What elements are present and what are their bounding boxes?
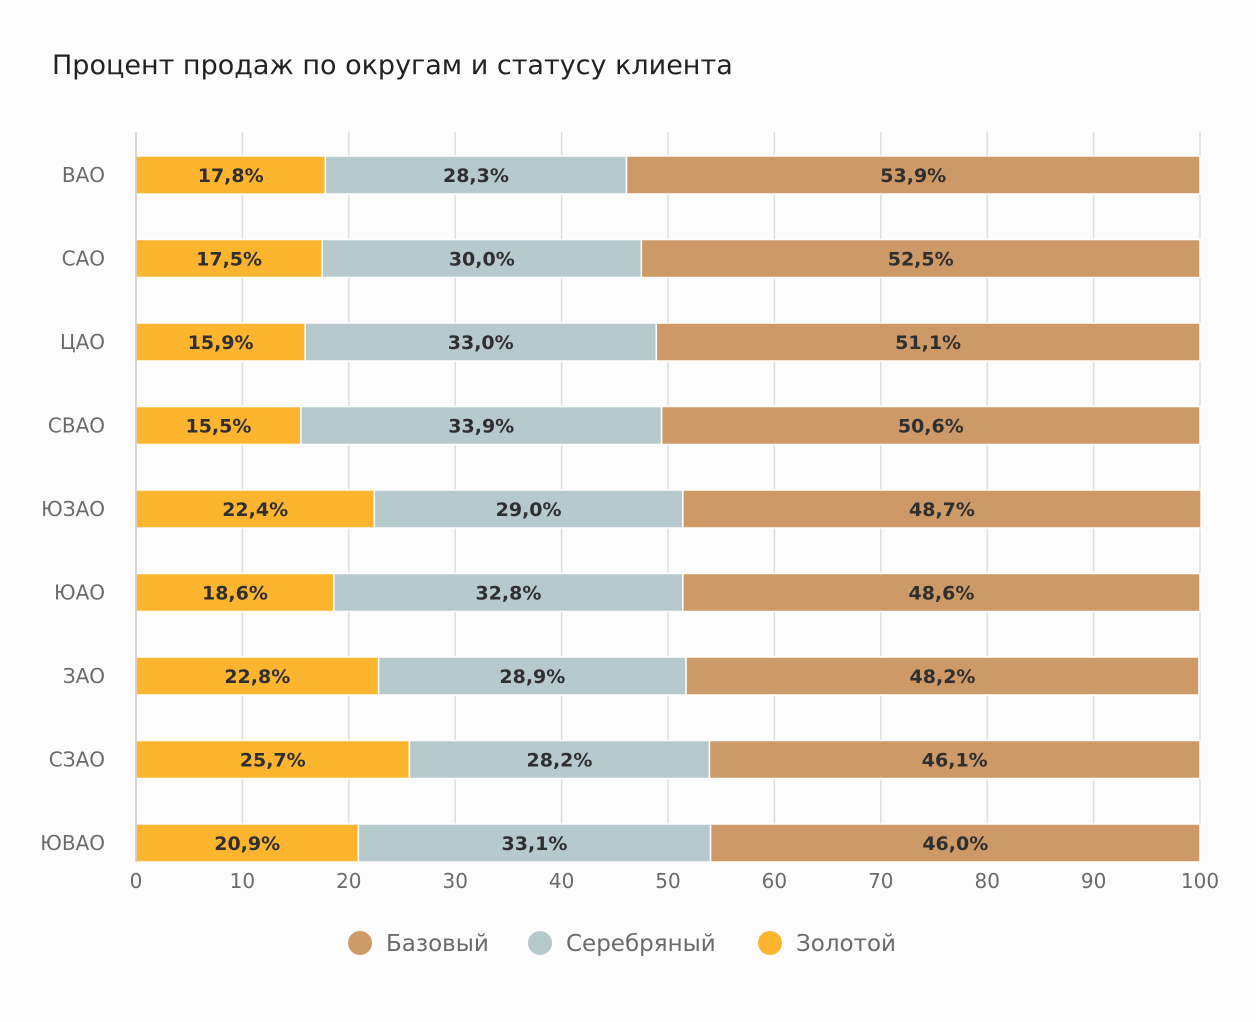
legend-swatch xyxy=(348,931,372,955)
bar-value-label: 28,9% xyxy=(499,666,565,688)
bar-segment[interactable] xyxy=(135,572,335,613)
bar-value-label: 52,5% xyxy=(888,249,954,271)
bar-value-label: 48,6% xyxy=(908,583,974,605)
bar-value-label: 28,2% xyxy=(527,750,593,772)
bar-value-label: 17,8% xyxy=(198,165,264,187)
bar-value-label: 15,5% xyxy=(185,416,251,438)
category-label: ЮВАО xyxy=(40,831,105,855)
bar-value-label: 22,4% xyxy=(222,499,288,521)
bar-segment[interactable] xyxy=(135,823,360,863)
bar-segment[interactable] xyxy=(300,405,663,446)
x-tick-label: 90 xyxy=(1081,869,1106,893)
legend-label: Серебряный xyxy=(566,931,716,957)
bar-value-label: 32,8% xyxy=(475,583,541,605)
bar-segment[interactable] xyxy=(660,405,1201,446)
x-tick-label: 50 xyxy=(655,869,680,893)
bar-segment[interactable] xyxy=(321,238,643,279)
chart-title: Процент продаж по округам и статусу клие… xyxy=(52,50,733,81)
x-tick-label: 80 xyxy=(974,869,999,893)
legend-item[interactable]: Серебряный xyxy=(528,931,716,957)
bar-value-label: 46,1% xyxy=(922,750,988,772)
bar-segment[interactable] xyxy=(135,739,411,780)
bar-value-label: 48,7% xyxy=(909,499,975,521)
category-label: ЦАО xyxy=(60,330,105,354)
legend-label: Золотой xyxy=(796,931,896,957)
bar-value-label: 33,1% xyxy=(502,833,568,855)
bar-value-label: 18,6% xyxy=(202,583,268,605)
bar-segment[interactable] xyxy=(135,656,380,696)
bar-segment[interactable] xyxy=(625,155,1201,195)
bar-value-label: 20,9% xyxy=(214,833,280,855)
axes: 0 10 20 30 40 50 60 70 80 90 100 ВАО САО ЦАО СВАО ЮЗАО Ю… xyxy=(40,132,1219,893)
bar-value-label: 51,1% xyxy=(895,332,961,354)
bar-value-label: 33,9% xyxy=(448,416,514,438)
bar-segment[interactable] xyxy=(377,656,687,696)
bar-segment[interactable] xyxy=(709,823,1201,863)
bar-segment[interactable] xyxy=(333,572,684,613)
legend-label: Базовый xyxy=(386,931,489,957)
bar-segment[interactable] xyxy=(708,739,1201,780)
bar-value-label: 29,0% xyxy=(496,499,562,521)
legend-swatch xyxy=(758,931,782,955)
bar-segment[interactable] xyxy=(357,823,712,863)
x-tick-label: 30 xyxy=(442,869,467,893)
category-label: САО xyxy=(62,247,105,271)
bar-value-label: 15,9% xyxy=(188,332,254,354)
bar-segment[interactable] xyxy=(682,489,1202,529)
legend-swatch xyxy=(528,931,552,955)
legend-item[interactable]: Базовый xyxy=(348,931,489,957)
legend-item[interactable]: Золотой xyxy=(758,931,896,957)
category-label: ЮЗАО xyxy=(41,497,105,521)
bar-segment[interactable] xyxy=(135,238,323,279)
bar-segment[interactable] xyxy=(373,489,684,529)
bar-value-label: 30,0% xyxy=(449,249,515,271)
bar-value-label: 53,9% xyxy=(880,165,946,187)
bar-value-label: 33,0% xyxy=(448,332,514,354)
bar-segment[interactable] xyxy=(135,322,306,362)
bar-segment[interactable] xyxy=(135,405,302,446)
x-tick-label: 0 xyxy=(130,869,143,893)
legend[interactable]: Базовый Серебряный Золотой xyxy=(348,931,896,957)
x-tick-label: 10 xyxy=(230,869,255,893)
bar-value-label: 46,0% xyxy=(922,833,988,855)
bar-segment[interactable] xyxy=(324,155,628,195)
x-tick-label: 20 xyxy=(336,869,361,893)
bar-segment[interactable] xyxy=(685,656,1200,696)
category-label: ЗАО xyxy=(63,664,105,688)
x-tick-label: 40 xyxy=(549,869,574,893)
bars: 17,8% 28,3% 53,9% 17,5% 30,0% 52,5% 15,9% 33,0%… xyxy=(135,155,1202,863)
category-label: ВАО xyxy=(62,163,105,187)
bar-segment[interactable] xyxy=(682,572,1201,613)
bar-value-label: 28,3% xyxy=(443,165,509,187)
bar-value-label: 25,7% xyxy=(240,750,306,772)
bar-value-label: 50,6% xyxy=(898,416,964,438)
x-tick-label: 70 xyxy=(868,869,893,893)
bar-value-label: 48,2% xyxy=(910,666,976,688)
x-tick-label: 100 xyxy=(1181,869,1219,893)
category-label: СВАО xyxy=(48,414,105,438)
bar-segment[interactable] xyxy=(640,238,1201,279)
bar-value-label: 22,8% xyxy=(224,666,290,688)
bar-value-label: 17,5% xyxy=(196,249,262,271)
category-label: СЗАО xyxy=(49,748,105,772)
x-tick-label: 60 xyxy=(762,869,787,893)
bar-segment[interactable] xyxy=(655,322,1201,362)
category-label: ЮАО xyxy=(54,581,105,605)
